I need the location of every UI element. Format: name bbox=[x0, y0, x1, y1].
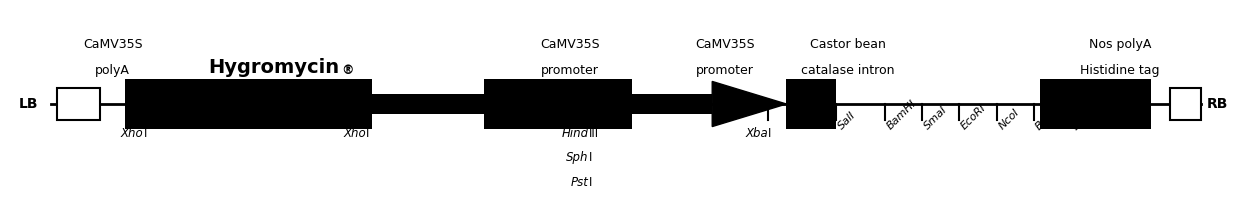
Bar bbox=[1170, 88, 1201, 120]
Text: Hygromycin: Hygromycin bbox=[208, 58, 339, 77]
Text: CaMV35S: CaMV35S bbox=[83, 38, 142, 51]
Text: promoter: promoter bbox=[541, 64, 598, 77]
Text: SmaI: SmaI bbox=[922, 105, 949, 132]
Text: I: I bbox=[144, 127, 147, 140]
Text: Sph: Sph bbox=[566, 151, 589, 164]
Text: Pst: Pst bbox=[571, 176, 589, 189]
Text: CaMV35S: CaMV35S bbox=[540, 38, 600, 51]
Text: CaMV35S: CaMV35S bbox=[695, 38, 755, 51]
Text: Hind: Hind bbox=[561, 127, 589, 140]
Text: LB: LB bbox=[19, 97, 38, 111]
Text: Xho: Xho bbox=[121, 127, 144, 140]
Text: I: I bbox=[589, 151, 592, 164]
Text: Histidine tag: Histidine tag bbox=[1080, 64, 1160, 77]
Bar bbox=[57, 88, 100, 120]
Text: BamHI: BamHI bbox=[886, 98, 918, 132]
Text: RB: RB bbox=[1207, 97, 1228, 111]
Polygon shape bbox=[712, 81, 787, 127]
Text: I: I bbox=[768, 127, 771, 140]
Text: SalI: SalI bbox=[836, 110, 857, 132]
Bar bbox=[125, 79, 372, 129]
Polygon shape bbox=[181, 81, 255, 127]
Text: EcoRI: EcoRI bbox=[959, 103, 989, 132]
Bar bbox=[1040, 79, 1151, 129]
Text: I: I bbox=[366, 127, 369, 140]
Text: ®: ® bbox=[342, 64, 354, 77]
Text: Xho: Xho bbox=[343, 127, 366, 140]
Text: promoter: promoter bbox=[695, 64, 753, 77]
Text: I: I bbox=[589, 176, 592, 189]
Text: Nos polyA: Nos polyA bbox=[1089, 38, 1151, 51]
Text: Castor bean: Castor bean bbox=[810, 38, 886, 51]
Bar bbox=[181, 94, 483, 114]
Text: III: III bbox=[589, 127, 598, 140]
Text: Xba: Xba bbox=[745, 127, 768, 140]
Bar bbox=[632, 94, 712, 114]
Text: catalase intron: catalase intron bbox=[802, 64, 895, 77]
Bar bbox=[787, 79, 836, 129]
Bar bbox=[483, 79, 632, 129]
Text: BglII: BglII bbox=[1033, 107, 1058, 132]
Text: NcoI: NcoI bbox=[996, 107, 1021, 132]
Text: polyA: polyA bbox=[95, 64, 130, 77]
Text: SpeI: SpeI bbox=[1070, 107, 1095, 132]
